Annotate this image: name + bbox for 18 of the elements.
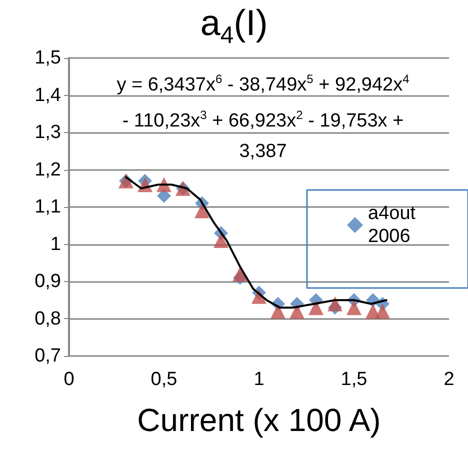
y-tick-label: 0,9: [34, 271, 61, 292]
y-tick-label: 1,1: [34, 196, 61, 218]
x-tick-label: 2: [444, 369, 454, 390]
y-tick-label: 1,5: [34, 48, 61, 68]
y-tick-label: 1,3: [34, 122, 61, 143]
x-tick-label: 0,5: [150, 369, 178, 390]
y-tick-label: 0,7: [34, 346, 61, 366]
legend-label: a4out 2006: [368, 203, 421, 247]
y-tick-label: 1,4: [34, 84, 62, 106]
y-tick-label: 0,8: [34, 308, 61, 330]
chart-title: a$_{4}$(I): [200, 2, 268, 50]
x-tick-label: 1: [254, 369, 264, 390]
x-axis-title: Current (x 100 A): [137, 402, 381, 438]
text: y = 6,3437x$^{6}$ - 38,749x$^{5}$ + 92,942x$^{4}$ - 110,23x$^{3}$ + 66,923x$^{2}$ - 19,753x + 3,387: [116, 72, 410, 162]
x-tick-label: 0: [64, 369, 74, 390]
y-tick-label: 1,2: [34, 159, 61, 180]
y-tick-label: 1: [50, 234, 61, 255]
x-tick-label: 1,5: [340, 369, 368, 390]
